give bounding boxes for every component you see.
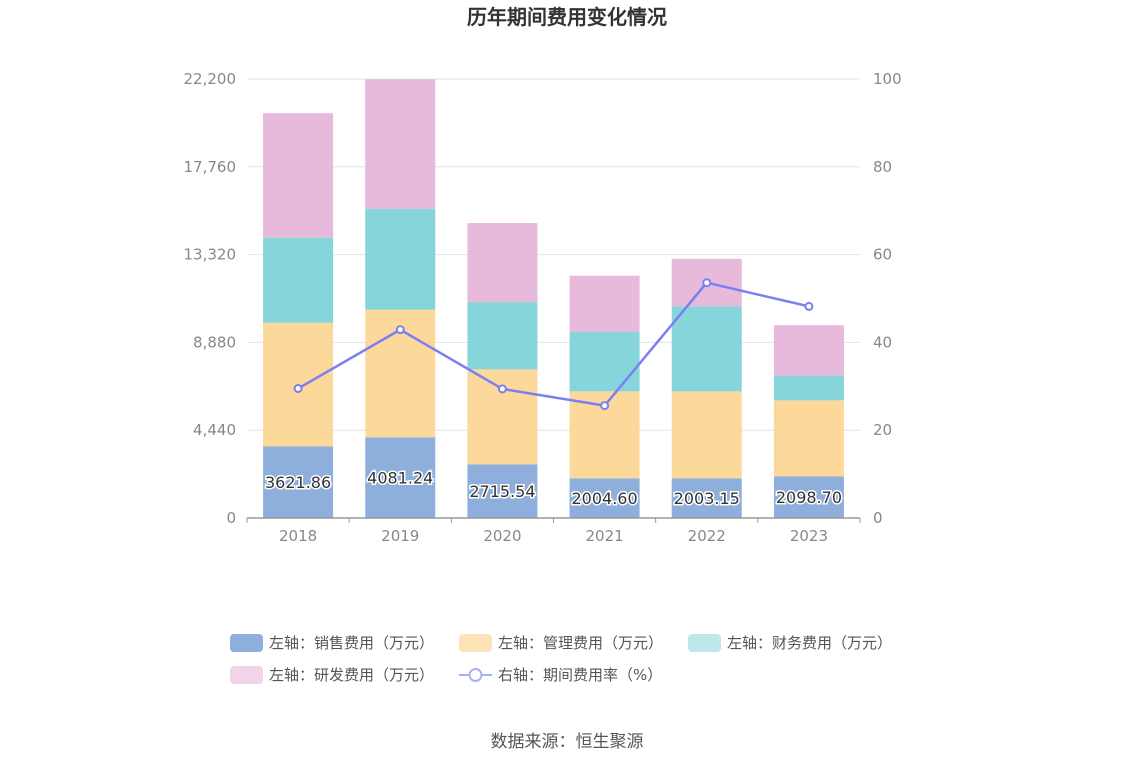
rate-point (702, 278, 712, 288)
bar-data-label: 3621.86 (265, 473, 331, 492)
left-tick-label: 4,440 (193, 421, 236, 439)
legend-label: 左轴：研发费用（万元） (269, 666, 434, 684)
bar-segment (467, 302, 538, 370)
bar-data-label: 4081.24 (367, 469, 433, 488)
bar-segment (569, 332, 640, 392)
bar-segment (365, 79, 436, 209)
x-tick-label: 2023 (790, 527, 828, 545)
legend-swatch (230, 666, 263, 684)
right-tick-label: 60 (873, 246, 892, 264)
grid-lines (247, 78, 860, 431)
legend-marker (468, 668, 483, 682)
left-tick-label: 17,760 (184, 158, 237, 176)
bar-series (263, 79, 844, 518)
right-axis: 0 20 40 60 80 100 (873, 70, 902, 527)
bar-segment (671, 306, 742, 392)
right-tick-label: 0 (873, 509, 883, 527)
legend-label: 左轴：管理费用（万元） (498, 634, 663, 652)
bar-segment (773, 325, 844, 376)
left-tick-label: 8,880 (193, 333, 236, 351)
x-tick-label: 2018 (279, 527, 317, 545)
rate-point (395, 325, 405, 335)
rate-line (297, 281, 810, 407)
bar-segment (467, 223, 538, 303)
left-tick-label: 0 (226, 509, 236, 527)
data-labels: 3621.86 4081.24 2715.54 2004.60 2003.15 2098.… (263, 467, 843, 510)
line-series (293, 278, 814, 411)
right-tick-label: 100 (873, 70, 902, 88)
rate-point (497, 384, 507, 394)
x-tick-label: 2020 (483, 527, 521, 545)
bar-segment (671, 478, 742, 518)
bar-segment (569, 478, 640, 518)
bar-segment (263, 113, 334, 238)
right-tick-label: 40 (873, 333, 892, 351)
legend-swatch (230, 634, 263, 652)
x-tick-label: 2019 (381, 527, 419, 545)
bar-segment (773, 400, 844, 477)
x-tick-label: 2021 (585, 527, 623, 545)
rate-point (600, 401, 610, 411)
bar-segment (773, 476, 844, 518)
right-tick-label: 80 (873, 158, 892, 176)
bar-segment (467, 369, 538, 465)
bar-data-label: 2003.15 (674, 489, 740, 508)
bar-segment (263, 446, 334, 518)
legend-swatch (688, 634, 721, 652)
legend-swatch (459, 634, 492, 652)
x-tick-label: 2022 (688, 527, 726, 545)
left-axis: 0 4,440 8,880 13,320 17,760 22,200 (184, 70, 237, 527)
legend-label: 左轴：财务费用（万元） (727, 634, 892, 652)
legend: 左轴：销售费用（万元） 左轴：管理费用（万元） 左轴：财务费用（万元） 左轴：研发费用… (230, 634, 892, 684)
bar-segment (467, 464, 538, 518)
bar-segment (773, 375, 844, 401)
bar-segment (671, 391, 742, 479)
left-tick-label: 13,320 (184, 246, 237, 264)
rate-point (293, 383, 303, 393)
source-note: 数据来源：恒生聚源 (491, 732, 644, 752)
right-tick-label: 20 (873, 421, 892, 439)
legend-label: 右轴：期间费用率（%） (498, 666, 662, 684)
bar-data-label: 2098.70 (776, 488, 842, 507)
bar-segment (365, 437, 436, 518)
left-tick-label: 22,200 (184, 70, 237, 88)
legend-label: 左轴：销售费用（万元） (269, 634, 434, 652)
bar-segment (365, 208, 436, 310)
x-axis: 2018 2019 2020 2021 2022 2023 (246, 517, 861, 545)
bar-data-label: 2004.60 (571, 489, 637, 508)
bar-segment (569, 275, 640, 333)
rate-point (804, 301, 814, 311)
chart-title: 历年期间费用变化情况 (467, 5, 667, 29)
bar-data-label: 2715.54 (469, 482, 535, 501)
bar-segment (263, 237, 334, 323)
